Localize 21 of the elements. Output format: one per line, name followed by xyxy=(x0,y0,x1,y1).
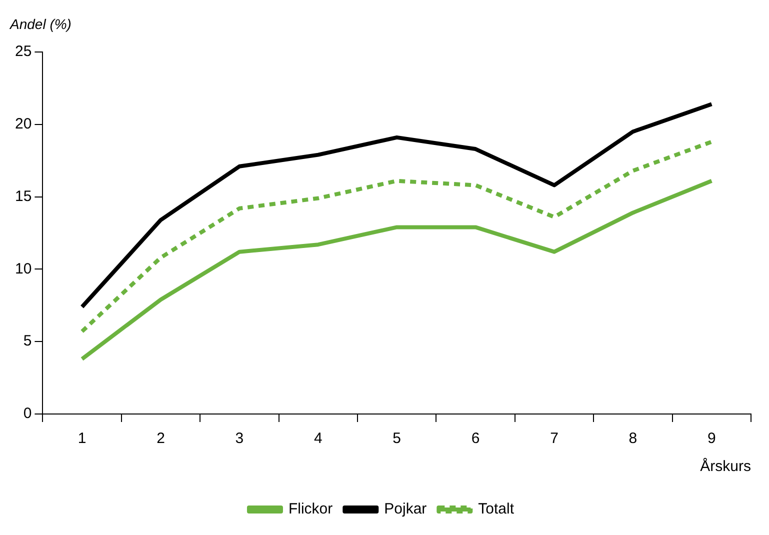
x-tick-label: 7 xyxy=(550,430,558,448)
x-tick-label: 5 xyxy=(392,430,402,448)
legend-label: Flickor xyxy=(288,500,333,518)
y-tick-label: 20 xyxy=(14,116,32,133)
y-tick-label: 15 xyxy=(14,188,32,205)
line-series xyxy=(80,140,714,334)
legend-label: Totalt xyxy=(478,500,515,518)
x-tick-label: 9 xyxy=(707,430,716,448)
x-tick-label: 8 xyxy=(628,430,638,448)
x-tick-label: 1 xyxy=(78,430,86,448)
y-tick-label: 10 xyxy=(14,260,32,278)
x-tick-label: 2 xyxy=(156,430,165,448)
legend-label: Pojkar xyxy=(384,500,427,518)
y-tick-label: 5 xyxy=(23,332,32,350)
x-axis-title: Årskurs xyxy=(700,457,751,476)
y-tick-label: 0 xyxy=(23,405,32,422)
x-tick-label: 4 xyxy=(314,430,322,448)
x-tick-label: 6 xyxy=(471,430,480,448)
y-tick-label: 25 xyxy=(14,43,32,60)
x-tick-label: 3 xyxy=(235,430,244,448)
y-axis-title: Andel (%) xyxy=(10,16,72,32)
